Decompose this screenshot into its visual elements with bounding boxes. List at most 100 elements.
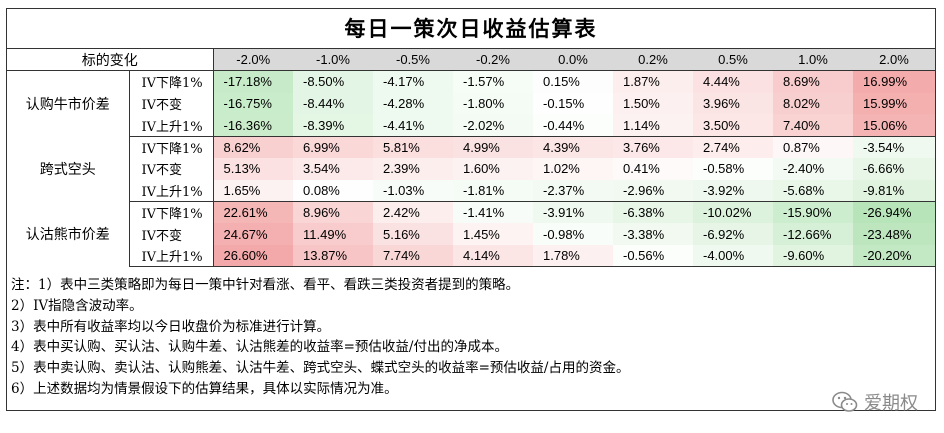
yield-cell: -9.60% — [773, 245, 853, 268]
yield-cell: 0.87% — [773, 136, 853, 158]
yield-cell: -0.56% — [613, 245, 693, 268]
yield-cell: 1.87% — [613, 70, 693, 93]
scenario-label: IV不变 — [129, 92, 214, 115]
yield-cell: -2.02% — [453, 114, 533, 137]
yield-cell: 8.62% — [213, 136, 293, 158]
yield-cell: 1.14% — [613, 114, 693, 137]
yield-cell: 13.87% — [293, 245, 373, 268]
yield-cell: -3.54% — [853, 136, 935, 158]
yield-cell: -0.44% — [533, 114, 613, 137]
yield-cell: 4.44% — [693, 70, 773, 93]
yield-cell: -26.94% — [853, 201, 935, 224]
strategy-name: 认购牛市价差 — [7, 70, 130, 137]
yield-cell: -23.48% — [853, 223, 935, 246]
scenario-label: IV不变 — [129, 223, 214, 246]
yield-cell: 15.99% — [853, 92, 935, 115]
yield-cell: -1.80% — [453, 92, 533, 115]
header-col: 1.0% — [773, 49, 853, 72]
yield-cell: 2.74% — [693, 136, 773, 158]
table-row: 认沽熊市价差 IV下降1% 22.61% 8.96% 2.42% -1.41% -3.91%… — [7, 201, 935, 267]
header-col: -1.0% — [293, 49, 373, 72]
yield-cell: 3.50% — [693, 114, 773, 137]
notes-section: 注：1）表中三类策略即为每日一策中针对看涨、看平、看跌三类投资者提到的策略。 2）… — [7, 275, 935, 400]
yield-cell: 4.39% — [533, 136, 613, 158]
logo-text: 爱期权 — [864, 393, 918, 414]
note-line: 4）表中买认购、买认沽、认购牛差、认沽熊差的收益率=预估收益/付出的净成本。 — [11, 339, 508, 356]
yield-cell: -1.81% — [453, 179, 533, 203]
header-col: 0.5% — [693, 49, 773, 72]
yield-cell: 2.42% — [373, 201, 453, 224]
yield-table: 标的变化 -2.0% -1.0% -0.5% -0.2% 0.0% 0.2% 0.5% 1.0%… — [7, 49, 935, 268]
yield-cell: 5.16% — [373, 223, 453, 246]
header-col: -0.2% — [453, 49, 533, 72]
yield-cell: 1.78% — [533, 245, 613, 268]
yield-cell: -5.68% — [773, 179, 853, 203]
yield-cell: -3.38% — [613, 223, 693, 246]
yield-cell: 6.99% — [293, 136, 373, 158]
yield-cell: 0.41% — [613, 157, 693, 180]
yield-cell: 1.02% — [533, 157, 613, 180]
scenario-label: IV下降1% — [129, 70, 214, 93]
yield-cell: 8.02% — [773, 92, 853, 115]
yield-cell: 4.99% — [453, 136, 533, 158]
yield-cell: 1.50% — [613, 92, 693, 115]
note-line: 5）表中卖认购、卖认沽、认购熊差、认沽牛差、跨式空头、蝶式空头的收益率=预估收益… — [11, 360, 630, 377]
yield-cell: 7.40% — [773, 114, 853, 137]
yield-cell: -8.39% — [293, 114, 373, 137]
yield-cell: -0.98% — [533, 223, 613, 246]
table-row: IV不变 5.13% 3.54% 2.39% 1.60% 1.02% 0.41% -0.58%… — [7, 157, 935, 180]
yield-cell: 2.39% — [373, 157, 453, 180]
yield-cell: 8.69% — [773, 70, 853, 93]
scenario-label: IV上升1% — [129, 179, 214, 203]
yield-cell: -2.96% — [613, 179, 693, 203]
yield-cell: -15.90% — [773, 201, 853, 224]
table-row: IV上升1% -16.36% -8.39% -4.41% -2.02% -0.44% 1.1… — [7, 114, 935, 137]
yield-cell: 22.61% — [213, 201, 293, 224]
yield-cell: -10.02% — [693, 201, 773, 224]
scenario-label: IV下降1% — [129, 201, 214, 224]
yield-cell: 16.99% — [853, 70, 935, 93]
yield-cell: -4.41% — [373, 114, 453, 137]
scenario-label: IV上升1% — [129, 114, 214, 137]
strategy-name: 跨式空头 — [7, 136, 130, 202]
yield-cell: -20.20% — [853, 245, 935, 268]
yield-cell: -2.37% — [533, 179, 613, 203]
table-row: IV上升1% 1.65% 0.08% -1.03% -1.81% -2.37% -2.96%… — [7, 179, 935, 203]
table-title: 每日一策次日收益估算表 — [7, 9, 935, 49]
yield-cell: -9.81% — [853, 179, 935, 203]
yield-cell: -1.57% — [453, 70, 533, 93]
yield-cell: -4.00% — [693, 245, 773, 268]
yield-cell: -6.38% — [613, 201, 693, 224]
scenario-label: IV不变 — [129, 157, 214, 180]
yield-cell: -6.92% — [693, 223, 773, 246]
yield-cell: -0.15% — [533, 92, 613, 115]
yield-cell: -6.66% — [853, 157, 935, 180]
header-col: -2.0% — [213, 49, 293, 72]
yield-cell: -16.36% — [213, 114, 293, 137]
note-line: 3）表中所有收益率均以今日收盘价为标准进行计算。 — [11, 318, 331, 335]
note-line: 注：1）表中三类策略即为每日一策中针对看涨、看平、看跌三类投资者提到的策略。 — [11, 277, 520, 293]
table-row: IV上升1% 26.60% 13.87% 7.74% 4.14% 1.78% -0.56% -… — [7, 245, 935, 268]
header-col: 2.0% — [853, 49, 935, 72]
yield-cell: -1.03% — [373, 179, 453, 203]
yield-cell: 1.60% — [453, 157, 533, 180]
note-line: 6）上述数据均为情景假设下的估算结果，具体以实际情况为准。 — [11, 380, 398, 397]
yield-cell: 15.06% — [853, 114, 935, 137]
header-col: -0.5% — [373, 49, 453, 72]
header-row: 标的变化 -2.0% -1.0% -0.5% -0.2% 0.0% 0.2% 0.5% 1.0%… — [7, 49, 935, 72]
wechat-icon — [832, 391, 858, 412]
yield-cell: 11.49% — [293, 223, 373, 246]
yield-cell: 4.14% — [453, 245, 533, 268]
yield-cell: -16.75% — [213, 92, 293, 115]
yield-cell: 7.74% — [373, 245, 453, 268]
yield-cell: 5.13% — [213, 157, 293, 180]
estimate-sheet: 每日一策次日收益估算表 标的变化 -2.0% -1.0% -0.5% -0.2% 0.0%… — [6, 8, 936, 411]
header-col: 0.2% — [613, 49, 693, 72]
table-row: IV不变 -16.75% -8.44% -4.28% -1.80% -0.15% 1.50%… — [7, 92, 935, 115]
yield-cell: 0.08% — [293, 179, 373, 203]
yield-cell: 0.15% — [533, 70, 613, 93]
table-row: IV不变 24.67% 11.49% 5.16% 1.45% -0.98% -3.38% -6… — [7, 223, 935, 246]
yield-cell: -4.17% — [373, 70, 453, 93]
yield-cell: 3.76% — [613, 136, 693, 158]
table-row: 跨式空头 IV下降1% 8.62% 6.99% 5.81% 4.99% 4.39% 3.76%… — [7, 136, 935, 202]
